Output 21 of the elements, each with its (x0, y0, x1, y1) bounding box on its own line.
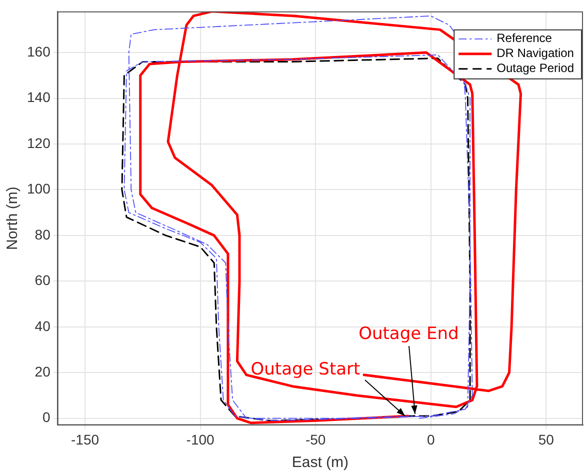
y-tick-label: 140 (27, 89, 51, 106)
annotation: Outage Start (250, 359, 361, 380)
y-tick-label: 20 (34, 363, 51, 380)
y-axis-title: North (m) (4, 186, 22, 250)
x-tick-label: 0 (426, 431, 435, 448)
x-tick-label: -100 (186, 431, 215, 448)
x-tick-label: -50 (305, 431, 326, 448)
y-tick-label: 120 (27, 134, 51, 151)
y-tick-label: 160 (27, 43, 51, 60)
y-tick-label: 100 (27, 180, 51, 197)
legend-label: Reference (496, 31, 552, 46)
annotation: Outage End (358, 324, 459, 344)
y-tick-label: 40 (34, 318, 51, 334)
x-tick-label: 50 (538, 431, 554, 448)
y-tick-label: 80 (34, 226, 51, 242)
legend-label: Outage Period (496, 61, 574, 76)
x-tick-label: -150 (71, 431, 100, 448)
legend-label: DR Navigation (496, 46, 574, 60)
y-tick-label: 0 (42, 409, 51, 426)
x-axis-title: East (m) (292, 454, 349, 472)
y-tick-label: 60 (34, 272, 51, 288)
